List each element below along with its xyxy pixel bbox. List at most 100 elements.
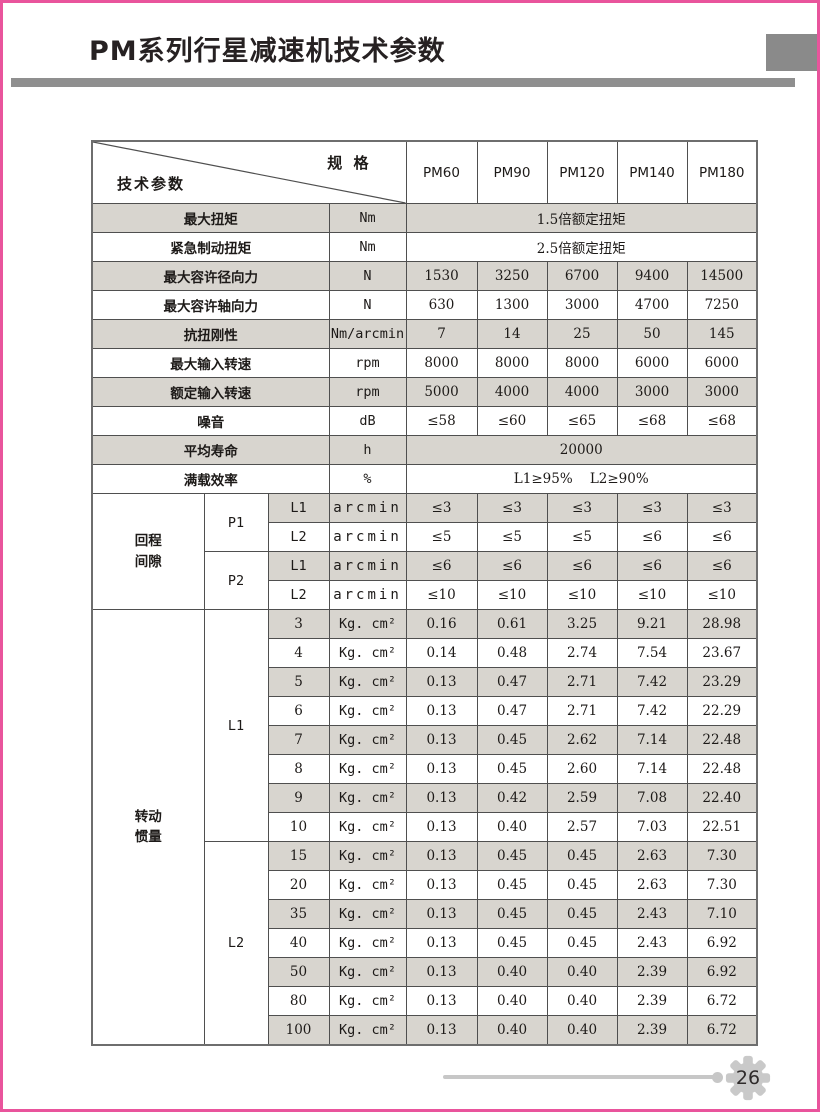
value-cell: 6.72 <box>686 986 758 1016</box>
value-cell: ≤6 <box>476 551 548 581</box>
table-row: P2 L1 arcmin ≤6 ≤6 ≤6 ≤6 ≤6 <box>92 551 758 610</box>
value-cell: 0.13 <box>405 696 478 726</box>
unit-cell: % <box>328 464 407 494</box>
value-cell: 2.74 <box>546 638 618 668</box>
value-cell: ≤60 <box>476 406 548 436</box>
value-cell: ≤3 <box>546 493 618 523</box>
unit-cell: Kg. cm² <box>328 899 407 929</box>
value-cell: ≤5 <box>405 522 478 552</box>
param-label: 最大输入转速 <box>91 348 330 378</box>
unit-cell: arcmin <box>328 493 407 523</box>
value-cell: 1300 <box>476 290 548 320</box>
ratio-cell: 35 <box>267 899 330 929</box>
header-spec-label: 规 格 <box>327 154 372 172</box>
table-row: 80 Kg. cm² 0.13 0.40 0.40 2.39 6.72 <box>92 986 758 1016</box>
value-cell: 0.13 <box>405 667 478 697</box>
value-cell: 7.03 <box>616 812 688 842</box>
value-cell: 2.71 <box>546 667 618 697</box>
value-cell: 2.43 <box>616 928 688 958</box>
value-cell: 2.5倍额定扭矩 <box>405 232 758 262</box>
value-cell: 1.5倍额定扭矩 <box>405 203 758 233</box>
value-cell: 14500 <box>686 261 758 291</box>
ratio-cell: 80 <box>267 986 330 1016</box>
value-cell: 0.16 <box>405 609 478 639</box>
value-cell: ≤3 <box>476 493 548 523</box>
value-cell: 9400 <box>616 261 688 291</box>
value-cell: 145 <box>686 319 758 349</box>
unit-cell: arcmin <box>328 551 407 581</box>
unit-cell: Kg. cm² <box>328 1015 407 1046</box>
ratio-cell: 8 <box>267 754 330 784</box>
table-row: 紧急制动扭矩 Nm 2.5倍额定扭矩 <box>91 232 758 262</box>
value-cell: 14 <box>476 319 548 349</box>
table-row: 最大容许轴向力 N 630 1300 3000 4700 7250 <box>91 290 758 320</box>
value-cell: ≤6 <box>616 522 688 552</box>
param-label: 最大容许轴向力 <box>91 290 330 320</box>
param-label: 平均寿命 <box>91 435 330 465</box>
unit-cell: Kg. cm² <box>328 783 407 813</box>
unit-cell: arcmin <box>328 522 407 552</box>
stage-label: L1 <box>203 609 269 842</box>
header-accent-block <box>766 34 817 71</box>
ratio-cell: 50 <box>267 957 330 987</box>
table-row: 转动 惯量 L1 3 Kg. cm² 0.16 0.61 3.25 9.21 2… <box>91 609 758 1046</box>
value-cell: 3250 <box>476 261 548 291</box>
spec-table: 规 格 技术参数 PM60 PM90 PM120 PM140 PM180 最大扭… <box>91 140 758 1046</box>
diagonal-header-cell: 规 格 技术参数 <box>91 140 407 204</box>
param-label: 紧急制动扭矩 <box>91 232 330 262</box>
value-cell: 2.57 <box>546 812 618 842</box>
unit-cell: Kg. cm² <box>328 725 407 755</box>
value-cell: 23.29 <box>686 667 758 697</box>
value-cell: 0.45 <box>476 754 548 784</box>
value-cell: 8000 <box>476 348 548 378</box>
ratio-cell: 15 <box>267 841 330 871</box>
value-cell: 0.40 <box>546 957 618 987</box>
page-number: 26 <box>735 1067 761 1089</box>
value-cell: 2.59 <box>546 783 618 813</box>
value-cell: ≤3 <box>616 493 688 523</box>
inertia-group-label: 转动 惯量 <box>91 609 205 1046</box>
value-cell: ≤5 <box>546 522 618 552</box>
stage-label: L2 <box>203 841 269 1046</box>
value-cell: 7.30 <box>686 841 758 871</box>
param-label: 最大扭矩 <box>91 203 330 233</box>
value-cell: ≤6 <box>616 551 688 581</box>
unit-cell: Kg. cm² <box>328 841 407 871</box>
value-cell: 0.45 <box>546 870 618 900</box>
value-cell: 0.13 <box>405 754 478 784</box>
value-cell: 0.40 <box>546 986 618 1016</box>
value-cell: ≤3 <box>405 493 478 523</box>
unit-cell: Kg. cm² <box>328 609 407 639</box>
value-cell: 22.48 <box>686 754 758 784</box>
unit-cell: Kg. cm² <box>328 754 407 784</box>
value-cell: ≤65 <box>546 406 618 436</box>
diagonal-line-icon <box>93 142 406 203</box>
table-row: 40 Kg. cm² 0.13 0.45 0.45 2.43 6.92 <box>92 928 758 958</box>
value-cell: 0.40 <box>476 957 548 987</box>
value-cell: 0.45 <box>476 725 548 755</box>
value-cell: 0.13 <box>405 986 478 1016</box>
table-row: 6 Kg. cm² 0.13 0.47 2.71 7.42 22.29 <box>92 696 758 726</box>
table-header-row: 规 格 技术参数 PM60 PM90 PM120 PM140 PM180 <box>91 140 758 204</box>
unit-cell: N <box>328 261 407 291</box>
value-cell: 1530 <box>405 261 478 291</box>
value-cell: ≤58 <box>405 406 478 436</box>
value-cell: 2.60 <box>546 754 618 784</box>
table-row: 噪音 dB ≤58 ≤60 ≤65 ≤68 ≤68 <box>91 406 758 436</box>
value-cell: 0.48 <box>476 638 548 668</box>
table-row: 5 Kg. cm² 0.13 0.47 2.71 7.42 23.29 <box>92 667 758 697</box>
value-cell: 28.98 <box>686 609 758 639</box>
value-cell: 2.39 <box>616 1015 688 1046</box>
value-cell: 0.14 <box>405 638 478 668</box>
value-cell: 0.13 <box>405 870 478 900</box>
unit-cell: Kg. cm² <box>328 667 407 697</box>
gear-icon <box>725 1055 771 1101</box>
unit-cell: rpm <box>328 348 407 378</box>
model-column-header: PM60 <box>405 140 478 204</box>
value-cell: ≤10 <box>476 580 548 610</box>
value-cell: 6.92 <box>686 928 758 958</box>
ratio-cell: 4 <box>267 638 330 668</box>
model-column-header: PM120 <box>546 140 618 204</box>
value-cell: 20000 <box>405 435 758 465</box>
value-cell: 7.42 <box>616 667 688 697</box>
